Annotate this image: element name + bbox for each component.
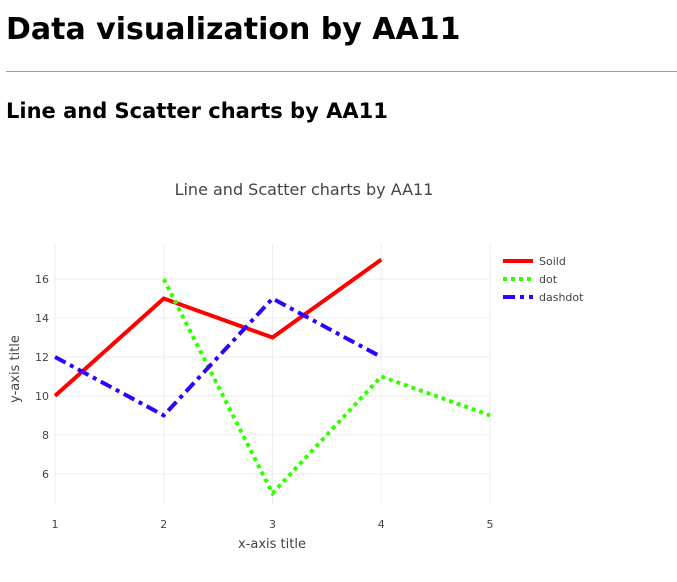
legend-item-soild[interactable]: Soild [503, 255, 566, 268]
y-axis-title: y-axis title [8, 335, 23, 403]
legend-item-dashdot[interactable]: dashdot [503, 291, 584, 304]
y-tick-label: 8 [42, 429, 49, 442]
series-line-dashdot[interactable] [54, 296, 383, 418]
legend[interactable]: Soild dot dashdot [503, 255, 584, 304]
chart-title: Line and Scatter charts by AA11 [175, 180, 434, 199]
y-tick-label: 6 [42, 468, 49, 481]
x-tick-label: 4 [378, 518, 385, 531]
x-axis-title: x-axis title [238, 537, 306, 552]
line-chart: Line and Scatter charts by AA11 1 2 3 4 5681… [8, 180, 584, 552]
series-line-dot[interactable] [161, 278, 491, 497]
legend-label: dot [539, 273, 558, 286]
legend-label: dashdot [539, 291, 584, 304]
x-tick-label: 1 [52, 518, 59, 531]
page-title: Data visualization by AA11 [6, 12, 461, 47]
divider [6, 71, 677, 72]
legend-label: Soild [539, 255, 566, 268]
plot-area [53, 257, 491, 497]
x-tick-label: 2 [160, 518, 167, 531]
x-tick-label: 5 [487, 518, 494, 531]
y-tick-label: 10 [35, 390, 49, 403]
section-title: Line and Scatter charts by AA11 [6, 99, 388, 123]
y-tick-label: 16 [35, 273, 49, 286]
y-tick-label: 14 [35, 312, 49, 325]
y-tick-label: 12 [35, 351, 49, 364]
legend-item-dot[interactable]: dot [503, 273, 558, 286]
grid-layer [54, 244, 491, 505]
x-tick-label: 3 [269, 518, 276, 531]
series-line-soild[interactable] [53, 257, 383, 398]
